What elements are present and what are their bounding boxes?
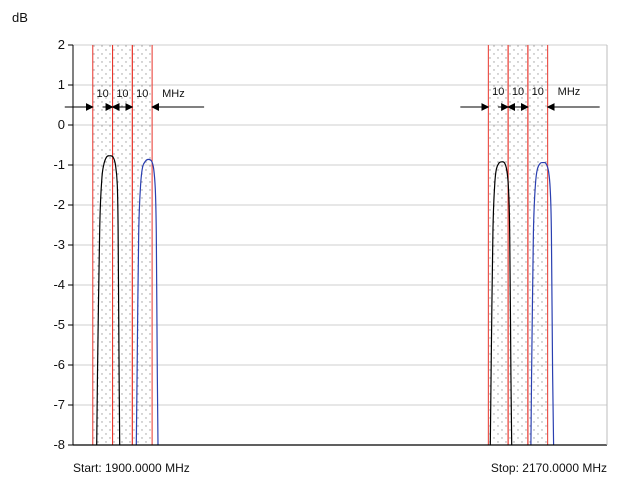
- bandwidth-label: 10: [97, 88, 109, 100]
- response-curve: [530, 161, 555, 446]
- y-tick-label: -1: [53, 157, 65, 172]
- bandwidth-label: 10: [512, 86, 524, 98]
- band-fill: [92, 45, 113, 445]
- bandwidth-label: 10: [136, 88, 148, 100]
- band-fill: [527, 45, 548, 445]
- response-curve: [96, 155, 121, 446]
- bandwidth-unit-label: MHz: [558, 86, 581, 98]
- y-axis-label: dB: [12, 10, 28, 25]
- y-tick-label: -6: [53, 357, 65, 372]
- y-tick-label: -3: [53, 237, 65, 252]
- response-curve: [135, 158, 159, 446]
- bandwidth-label: 10: [492, 86, 504, 98]
- bandwidth-annotations: 10 10 10 MHz 10 10 10 MHz: [64, 86, 600, 111]
- band-fill: [488, 45, 509, 445]
- y-tick-label: -2: [53, 197, 65, 212]
- y-tick-labels: 2 1 0 -1 -2 -3 -4 -5 -6 -7 -8: [53, 37, 73, 452]
- y-tick-label: -7: [53, 397, 65, 412]
- bandwidth-label: 10: [116, 88, 128, 100]
- response-curve: [489, 161, 513, 446]
- y-tick-label: 2: [58, 37, 65, 52]
- y-tick-label: -4: [53, 277, 65, 292]
- response-curves: [96, 155, 555, 446]
- band-fill: [508, 45, 528, 445]
- frequency-bands: [92, 45, 549, 445]
- start-frequency-label: Start: 1900.0000 MHz: [73, 461, 190, 475]
- y-tick-label: -8: [53, 437, 65, 452]
- bandwidth-unit-label: MHz: [162, 88, 185, 100]
- y-tick-label: -5: [53, 317, 65, 332]
- y-tick-label: 0: [58, 117, 65, 132]
- y-tick-label: 1: [58, 77, 65, 92]
- stop-frequency-label: Stop: 2170.0000 MHz: [491, 461, 607, 475]
- band-fill: [112, 45, 133, 445]
- band-fill: [132, 45, 153, 445]
- bandwidth-label: 10: [532, 86, 544, 98]
